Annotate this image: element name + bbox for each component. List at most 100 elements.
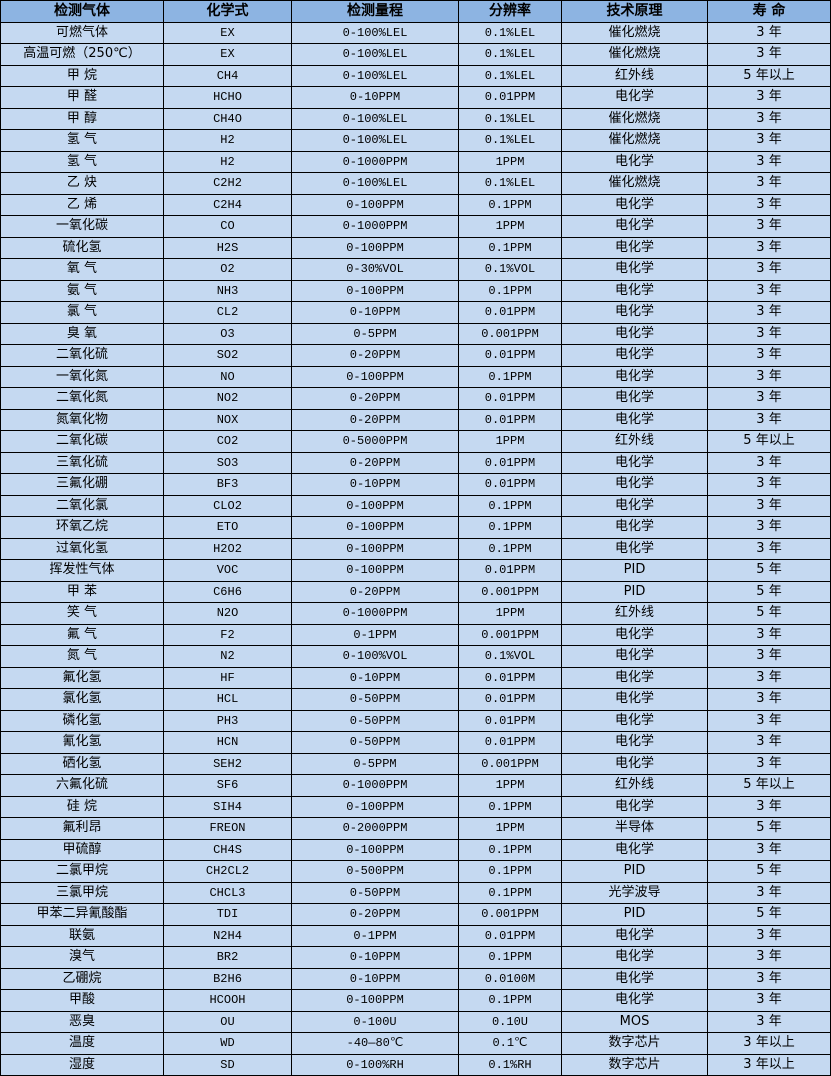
cell-gas: 硫化氢 xyxy=(0,236,164,259)
cell-principle: 电化学 xyxy=(561,258,708,281)
cell-lifespan: 3 年 xyxy=(707,795,831,818)
cell-principle: MOS xyxy=(561,1010,708,1033)
cell-gas: 甲 苯 xyxy=(0,580,164,603)
cell-formula: CHCL3 xyxy=(163,881,292,904)
cell-principle: 电化学 xyxy=(561,365,708,388)
table-row: 三氟化硼 BF3 0-10PPM 0.01PPM 电化学 3 年 xyxy=(0,473,831,496)
table-row: 甲苯二异氰酸酯 TDI 0-20PPM 0.001PPM PID 5 年 xyxy=(0,903,831,926)
cell-lifespan: 3 年 xyxy=(707,236,831,259)
cell-lifespan: 3 年 xyxy=(707,752,831,775)
cell-lifespan: 3 年 xyxy=(707,989,831,1012)
cell-gas: 氟化氢 xyxy=(0,666,164,689)
cell-range: 0-1PPM xyxy=(291,623,459,646)
cell-principle: 电化学 xyxy=(561,989,708,1012)
cell-resolution: 0.1%LEL xyxy=(458,43,562,66)
cell-gas: 氢 气 xyxy=(0,150,164,173)
cell-formula: VOC xyxy=(163,559,292,582)
table-row: 环氧乙烷 ETO 0-100PPM 0.1PPM 电化学 3 年 xyxy=(0,516,831,539)
cell-range: 0-100%LEL xyxy=(291,129,459,152)
cell-lifespan: 5 年以上 xyxy=(707,774,831,797)
cell-principle: 电化学 xyxy=(561,946,708,969)
cell-lifespan: 3 年 xyxy=(707,107,831,130)
cell-gas: 臭 氧 xyxy=(0,322,164,345)
cell-range: 0-1000PPM xyxy=(291,150,459,173)
table-body: 可燃气体 EX 0-100%LEL 0.1%LEL 催化燃烧 3 年高温可燃（250℃） E… xyxy=(0,21,831,1076)
cell-gas: 磷化氢 xyxy=(0,709,164,732)
table-row: 氢 气 H2 0-1000PPM 1PPM 电化学 3 年 xyxy=(0,150,831,173)
table-row: 甲 醛 HCHO 0-10PPM 0.01PPM 电化学 3 年 xyxy=(0,86,831,109)
cell-principle: 电化学 xyxy=(561,408,708,431)
cell-range: 0-30%VOL xyxy=(291,258,459,281)
table-row: 硫化氢 H2S 0-100PPM 0.1PPM 电化学 3 年 xyxy=(0,236,831,259)
cell-principle: 催化燃烧 xyxy=(561,172,708,195)
cell-formula: ETO xyxy=(163,516,292,539)
cell-gas: 六氟化硫 xyxy=(0,774,164,797)
cell-gas: 氮氧化物 xyxy=(0,408,164,431)
cell-formula: CO2 xyxy=(163,430,292,453)
cell-formula: NO2 xyxy=(163,387,292,410)
cell-lifespan: 3 年 xyxy=(707,365,831,388)
cell-range: 0-20PPM xyxy=(291,387,459,410)
cell-gas: 氯化氢 xyxy=(0,688,164,711)
cell-gas: 温度 xyxy=(0,1032,164,1055)
cell-principle: 电化学 xyxy=(561,838,708,861)
cell-range: 0-100PPM xyxy=(291,365,459,388)
cell-resolution: 0.1%LEL xyxy=(458,107,562,130)
header-principle: 技术原理 xyxy=(561,0,708,23)
cell-formula: CH4 xyxy=(163,64,292,87)
cell-resolution: 0.0100M xyxy=(458,967,562,990)
cell-formula: NOX xyxy=(163,408,292,431)
cell-range: 0-5PPM xyxy=(291,752,459,775)
table-row: 氮 气 N2 0-100%VOL 0.1%VOL 电化学 3 年 xyxy=(0,645,831,668)
cell-range: 0-20PPM xyxy=(291,451,459,474)
cell-lifespan: 3 年 xyxy=(707,344,831,367)
cell-resolution: 0.1%VOL xyxy=(458,645,562,668)
cell-gas: 甲硫醇 xyxy=(0,838,164,861)
cell-formula: CL2 xyxy=(163,301,292,324)
cell-principle: 电化学 xyxy=(561,666,708,689)
cell-range: 0-100PPM xyxy=(291,236,459,259)
cell-gas: 氢 气 xyxy=(0,129,164,152)
table-row: 氯 气 CL2 0-10PPM 0.01PPM 电化学 3 年 xyxy=(0,301,831,324)
cell-principle: 电化学 xyxy=(561,731,708,754)
table-row: 硒化氢 SEH2 0-5PPM 0.001PPM 电化学 3 年 xyxy=(0,752,831,775)
cell-gas: 可燃气体 xyxy=(0,21,164,44)
cell-resolution: 0.1PPM xyxy=(458,795,562,818)
cell-resolution: 0.1PPM xyxy=(458,881,562,904)
cell-lifespan: 3 年 xyxy=(707,473,831,496)
cell-gas: 氮 气 xyxy=(0,645,164,668)
cell-lifespan: 3 年 xyxy=(707,150,831,173)
cell-formula: TDI xyxy=(163,903,292,926)
cell-gas: 挥发性气体 xyxy=(0,559,164,582)
cell-range: 0-50PPM xyxy=(291,709,459,732)
cell-lifespan: 3 年以上 xyxy=(707,1032,831,1055)
cell-lifespan: 3 年以上 xyxy=(707,1053,831,1076)
cell-gas: 二氧化碳 xyxy=(0,430,164,453)
cell-formula: CH2CL2 xyxy=(163,860,292,883)
cell-range: 0-100PPM xyxy=(291,838,459,861)
cell-gas: 恶臭 xyxy=(0,1010,164,1033)
cell-lifespan: 3 年 xyxy=(707,451,831,474)
cell-range: 0-100%LEL xyxy=(291,172,459,195)
cell-formula: CLO2 xyxy=(163,494,292,517)
cell-range: 0-10PPM xyxy=(291,86,459,109)
cell-resolution: 0.1PPM xyxy=(458,860,562,883)
header-gas: 检测气体 xyxy=(0,0,164,23)
cell-formula: HCOOH xyxy=(163,989,292,1012)
cell-gas: 二氯甲烷 xyxy=(0,860,164,883)
cell-formula: PH3 xyxy=(163,709,292,732)
cell-resolution: 0.001PPM xyxy=(458,752,562,775)
cell-gas: 氰化氢 xyxy=(0,731,164,754)
cell-resolution: 0.01PPM xyxy=(458,559,562,582)
cell-gas: 二氧化氮 xyxy=(0,387,164,410)
cell-lifespan: 3 年 xyxy=(707,516,831,539)
cell-gas: 过氧化氢 xyxy=(0,537,164,560)
cell-range: 0-100%LEL xyxy=(291,21,459,44)
cell-principle: 数字芯片 xyxy=(561,1053,708,1076)
cell-resolution: 1PPM xyxy=(458,817,562,840)
cell-range: 0-2000PPM xyxy=(291,817,459,840)
cell-gas: 一氧化氮 xyxy=(0,365,164,388)
cell-range: 0-5000PPM xyxy=(291,430,459,453)
cell-lifespan: 3 年 xyxy=(707,258,831,281)
cell-principle: 电化学 xyxy=(561,752,708,775)
